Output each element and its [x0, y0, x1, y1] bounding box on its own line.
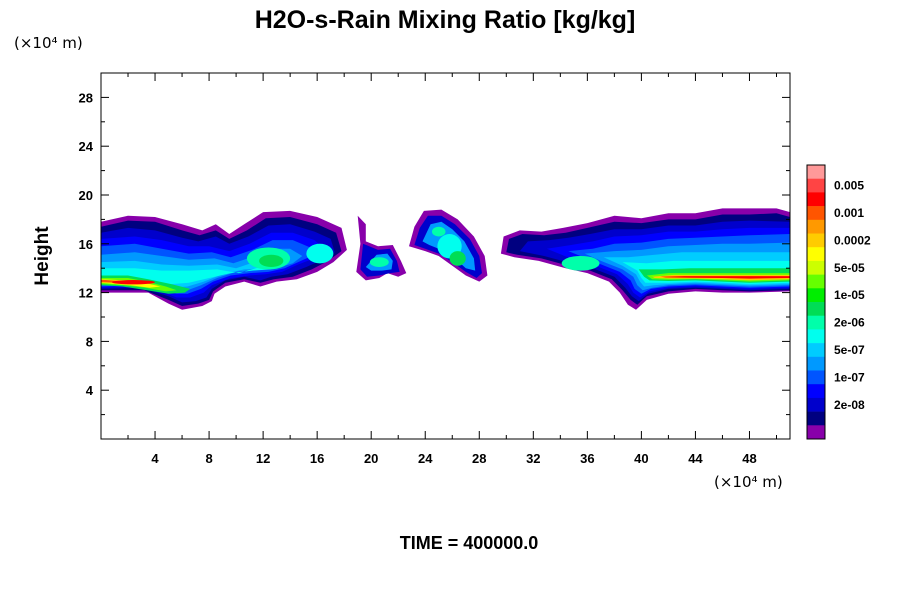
time-label: TIME = 400000.0	[400, 533, 539, 553]
colorbar-swatch	[807, 274, 825, 289]
colorbar-swatch	[807, 397, 825, 412]
chart-title: H2O-s-Rain Mixing Ratio [kg/kg]	[255, 6, 636, 34]
colorbar-swatch	[807, 206, 825, 221]
colorbar-swatch	[807, 302, 825, 316]
x-axis-unit: (×10⁴ m)	[714, 473, 783, 491]
colorbar-swatch	[807, 219, 825, 234]
x-tick-label: 12	[256, 451, 270, 466]
y-tick-label: 28	[79, 90, 93, 105]
contour-band	[111, 280, 156, 285]
colorbar-label: 0.005	[834, 179, 864, 193]
contour-band	[369, 257, 389, 267]
contour-band	[431, 226, 446, 237]
x-tick-label: 36	[580, 451, 594, 466]
plot-frame	[100, 72, 791, 440]
contour-band	[449, 251, 466, 266]
colorbar-swatch	[807, 165, 825, 179]
colorbar-frame	[806, 164, 826, 440]
colorbar-swatch	[807, 384, 825, 399]
colorbar-label: 2e-08	[834, 398, 865, 412]
y-axis-label: Height	[32, 226, 53, 286]
colorbar-label: 1e-05	[834, 288, 865, 302]
colorbar-swatch	[807, 411, 825, 426]
colorbar-label: 2e-06	[834, 316, 865, 330]
colorbar-swatch	[807, 315, 825, 330]
x-axis-ticks: 4 8 12 16 20 24 28 32 36 40 44 48	[100, 73, 777, 466]
y-tick-label: 20	[79, 188, 93, 203]
colorbar-swatch	[807, 260, 825, 275]
x-tick-label: 40	[634, 451, 648, 466]
x-tick-label: 32	[526, 451, 540, 466]
contour-band	[660, 276, 790, 279]
x-tick-label: 4	[151, 451, 159, 466]
colorbar-swatch	[807, 356, 825, 371]
colorbar-label: 1e-07	[834, 370, 865, 384]
y-tick-label: 24	[79, 139, 94, 154]
x-tick-label: 8	[205, 451, 212, 466]
mixing-ratio-field	[101, 208, 790, 310]
contour-band	[306, 243, 334, 264]
colorbar-label: 0.001	[834, 206, 864, 220]
x-tick-label: 44	[688, 451, 703, 466]
colorbar-swatch	[807, 233, 825, 248]
colorbar-swatch	[807, 370, 825, 385]
colorbar-swatch	[807, 343, 825, 358]
colorbar-swatch	[807, 247, 825, 262]
x-tick-label: 24	[418, 451, 433, 466]
y-tick-label: 16	[79, 237, 93, 252]
colorbar-swatch	[807, 178, 825, 193]
y-tick-label: 8	[86, 334, 93, 349]
x-tick-label: 16	[310, 451, 324, 466]
colorbar-label: 0.0002	[834, 233, 871, 247]
y-tick-label: 12	[79, 286, 93, 301]
x-tick-label: 28	[472, 451, 486, 466]
colorbar-swatch	[807, 425, 825, 440]
y-axis-unit: (×10⁴ m)	[14, 34, 83, 52]
colorbar-label: 5e-07	[834, 343, 865, 357]
contour-band	[259, 254, 284, 267]
colorbar-labels: 0.005 0.001 0.0002 5e-05 1e-05 2e-06 5e-07 1e-0…	[834, 179, 871, 412]
x-tick-label: 48	[742, 451, 756, 466]
colorbar-swatch	[807, 288, 825, 303]
y-axis-ticks: 4 8 12 16 20 24 28	[79, 72, 790, 440]
contour-band	[561, 256, 600, 271]
colorbar-swatch	[807, 192, 825, 207]
y-tick-label: 4	[86, 383, 94, 398]
colorbar-swatch	[807, 329, 825, 344]
colorbar-label: 5e-05	[834, 261, 865, 275]
colorbar	[806, 164, 826, 440]
x-tick-label: 20	[364, 451, 378, 466]
